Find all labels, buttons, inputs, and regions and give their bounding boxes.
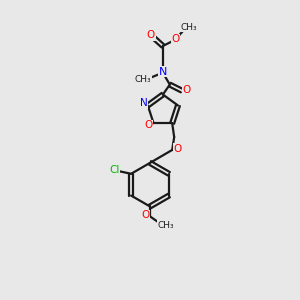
Text: N: N [140,98,148,109]
Text: Cl: Cl [109,165,119,175]
Text: O: O [172,34,180,44]
Text: N: N [159,67,167,77]
Text: O: O [173,144,181,154]
Text: CH₃: CH₃ [158,221,174,230]
Text: O: O [147,30,155,40]
Text: CH₃: CH₃ [180,22,197,32]
Text: O: O [145,120,153,130]
Text: O: O [141,210,149,220]
Text: O: O [182,85,191,94]
Text: CH₃: CH₃ [135,75,152,84]
